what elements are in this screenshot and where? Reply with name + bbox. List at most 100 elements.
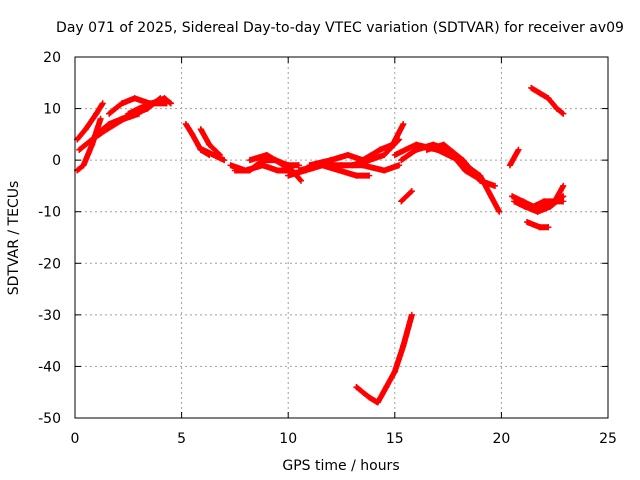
data-point bbox=[189, 131, 196, 138]
x-tick-label: 5 bbox=[177, 431, 186, 447]
data-point bbox=[359, 157, 366, 164]
data-point bbox=[76, 146, 83, 153]
data-point bbox=[135, 105, 142, 112]
y-tick-label: -30 bbox=[38, 308, 61, 324]
data-point bbox=[551, 198, 558, 205]
data-point bbox=[545, 224, 552, 231]
data-point bbox=[413, 146, 420, 153]
series-seg-dip bbox=[353, 311, 415, 406]
y-tick-label: 0 bbox=[52, 153, 61, 169]
series-seg-7h bbox=[199, 146, 228, 164]
series-seg-9h bbox=[246, 151, 302, 169]
data-point bbox=[515, 146, 522, 153]
data-point bbox=[519, 198, 526, 205]
y-tick-label: -10 bbox=[38, 205, 61, 221]
plot-frame bbox=[74, 56, 609, 419]
x-tick-label: 25 bbox=[599, 431, 617, 447]
data-point bbox=[97, 115, 104, 122]
y-tick-label: -20 bbox=[38, 256, 61, 272]
data-point bbox=[280, 162, 287, 169]
data-point bbox=[80, 162, 87, 169]
data-point bbox=[408, 311, 415, 318]
data-point bbox=[509, 193, 516, 200]
data-point bbox=[396, 162, 403, 169]
data-point bbox=[353, 172, 360, 179]
data-point bbox=[523, 219, 530, 226]
data-point bbox=[383, 384, 390, 391]
data-point bbox=[511, 198, 518, 205]
grid-lines bbox=[75, 57, 608, 418]
series-seg-14h-rise bbox=[359, 121, 407, 164]
data-point bbox=[161, 95, 168, 102]
data-point bbox=[528, 84, 535, 91]
data-point bbox=[381, 151, 388, 158]
series-seg-morning-3 bbox=[125, 95, 174, 117]
data-point bbox=[374, 399, 381, 406]
data-point bbox=[440, 141, 447, 148]
data-point bbox=[545, 95, 552, 102]
data-point bbox=[560, 193, 567, 200]
data-point bbox=[274, 167, 281, 174]
series-seg-22h-high bbox=[528, 84, 567, 117]
data-point bbox=[496, 208, 503, 215]
x-axis-label: GPS time / hours bbox=[282, 458, 399, 474]
series-seg-6h bbox=[197, 126, 223, 158]
data-point bbox=[99, 100, 106, 107]
x-tick-label: 20 bbox=[492, 431, 510, 447]
series-seg-early-2 bbox=[74, 100, 106, 143]
data-point bbox=[106, 121, 113, 128]
data-point bbox=[536, 90, 543, 97]
data-point bbox=[349, 162, 356, 169]
data-point bbox=[381, 167, 388, 174]
data-point bbox=[199, 146, 206, 153]
chart-title: Day 071 of 2025, Sidereal Day-to-day VTE… bbox=[56, 20, 624, 36]
data-point bbox=[398, 157, 405, 164]
y-tick-label: -50 bbox=[38, 411, 61, 427]
data-point bbox=[118, 100, 125, 107]
data-point bbox=[541, 198, 548, 205]
data-point bbox=[344, 151, 351, 158]
data-point bbox=[536, 224, 543, 231]
data-point bbox=[131, 95, 138, 102]
data-point bbox=[295, 162, 302, 169]
data-point bbox=[118, 115, 125, 122]
data-point bbox=[89, 141, 96, 148]
data-point bbox=[389, 141, 396, 148]
data-point bbox=[336, 167, 343, 174]
data-point bbox=[231, 167, 238, 174]
data-point bbox=[259, 162, 266, 169]
data-point bbox=[263, 151, 270, 158]
data-point bbox=[477, 177, 484, 184]
data-point bbox=[391, 368, 398, 375]
x-tick-label: 15 bbox=[386, 431, 404, 447]
data-point bbox=[353, 384, 360, 391]
data-point bbox=[560, 198, 567, 205]
series-seg-17h bbox=[423, 141, 499, 189]
data-point bbox=[413, 141, 420, 148]
data-points bbox=[74, 84, 567, 406]
series-seg-22h-low bbox=[523, 219, 552, 231]
data-point bbox=[93, 131, 100, 138]
x-tick-label: 0 bbox=[71, 431, 80, 447]
y-tick-label: -40 bbox=[38, 359, 61, 375]
data-point bbox=[246, 157, 253, 164]
data-point bbox=[560, 110, 567, 117]
y-tick-label: 20 bbox=[43, 50, 61, 66]
y-axis-label: SDTVAR / TECUs bbox=[6, 181, 22, 296]
data-point bbox=[197, 126, 204, 133]
data-point bbox=[366, 172, 373, 179]
data-point bbox=[547, 203, 554, 210]
data-point bbox=[167, 100, 174, 107]
data-point bbox=[560, 182, 567, 189]
series-seg-21h-2 bbox=[511, 193, 567, 215]
data-point bbox=[82, 126, 89, 133]
data-point bbox=[125, 110, 132, 117]
data-point bbox=[148, 100, 155, 107]
x-tick-label: 10 bbox=[279, 431, 297, 447]
series-seg-15h-short bbox=[398, 188, 415, 205]
data-point bbox=[366, 394, 373, 401]
data-point bbox=[221, 157, 228, 164]
data-point bbox=[391, 151, 398, 158]
data-point bbox=[297, 177, 304, 184]
